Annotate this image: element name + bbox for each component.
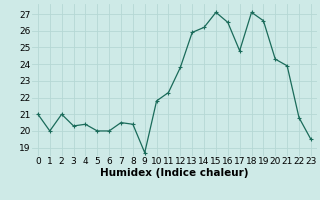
X-axis label: Humidex (Indice chaleur): Humidex (Indice chaleur): [100, 168, 249, 178]
